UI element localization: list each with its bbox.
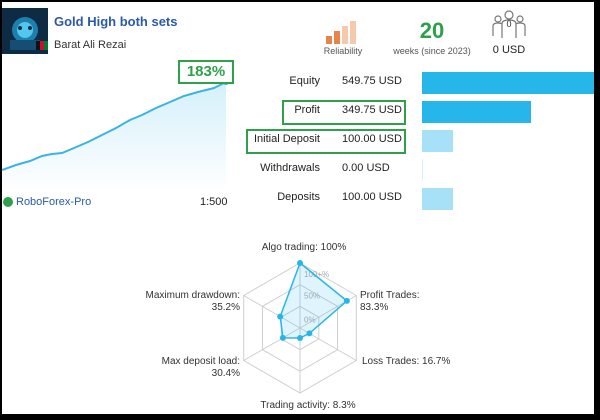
stat-label: Withdrawals	[260, 162, 320, 174]
check-circle-icon	[3, 197, 13, 207]
weeks-label: weeks (since 2023)	[393, 46, 471, 56]
growth-area	[2, 82, 226, 192]
growth-percent: 183%	[178, 60, 234, 84]
radar-chart: 100+% 50% 0%	[243, 260, 357, 394]
stat-label: Equity	[289, 75, 320, 87]
stat-value: 549.75 USD	[342, 75, 402, 87]
broker-link[interactable]: RoboForex-Pro	[16, 196, 92, 208]
highlight-box	[246, 129, 406, 154]
investors-count: 0	[506, 19, 512, 29]
radar-data-polygon	[279, 261, 349, 339]
stat-bar	[422, 72, 594, 94]
radar-tick-label: 0%	[304, 315, 316, 324]
radar-tick-label: 50%	[304, 292, 320, 301]
radar-axis-label: Maximum drawdown: 35.2%	[145, 290, 240, 313]
radar-point	[279, 334, 286, 341]
stat-bar	[422, 159, 423, 181]
radar-spoke	[243, 327, 301, 361]
radar-point	[343, 297, 350, 304]
radar-axis-label: Max deposit load: 30.4%	[161, 356, 240, 379]
radar-tick-label: 100+%	[304, 270, 329, 279]
people-icon	[492, 10, 526, 38]
radar-axis-label: Profit Trades: 83.3%	[360, 290, 420, 313]
radar-axis-label: Algo trading: 100%	[261, 242, 347, 253]
avatar-icon[interactable]	[2, 8, 48, 54]
reliability-label: Reliability	[323, 46, 363, 56]
weeks-value: 20	[419, 18, 445, 43]
radar-spoke	[243, 295, 301, 329]
radar-point	[297, 335, 303, 341]
stat-bar	[422, 188, 453, 210]
stat-value: 0.00 USD	[342, 162, 390, 174]
stat-value: 100.00 USD	[342, 133, 402, 145]
flag-icon	[36, 41, 48, 50]
signal-title[interactable]: Gold High both sets	[54, 14, 178, 29]
radar-point	[306, 330, 313, 337]
stat-label: Deposits	[277, 191, 320, 203]
radar-point	[277, 313, 284, 320]
radar-axis-label: Trading activity: 8.3%	[260, 400, 356, 411]
stat-bar	[422, 130, 453, 152]
stat-value: 349.75 USD	[342, 104, 402, 116]
highlight-box	[282, 100, 406, 125]
radar-point	[297, 260, 303, 266]
stat-label: Profit	[294, 104, 320, 116]
signal-card: Gold High both sets Barat Ali Rezai Reli…	[2, 2, 594, 414]
radar-axis-label: Loss Trades: 16.7%	[362, 356, 451, 367]
stat-value: 100.00 USD	[342, 191, 402, 203]
stat-bar	[422, 101, 531, 123]
leverage-value: 1:500	[200, 196, 228, 208]
signal-bars-icon	[326, 21, 356, 44]
stat-label: Initial Deposit	[253, 133, 320, 145]
growth-line	[2, 81, 227, 171]
investors-value: 0 USD	[492, 44, 526, 56]
owner-name[interactable]: Barat Ali Rezai	[54, 39, 127, 51]
